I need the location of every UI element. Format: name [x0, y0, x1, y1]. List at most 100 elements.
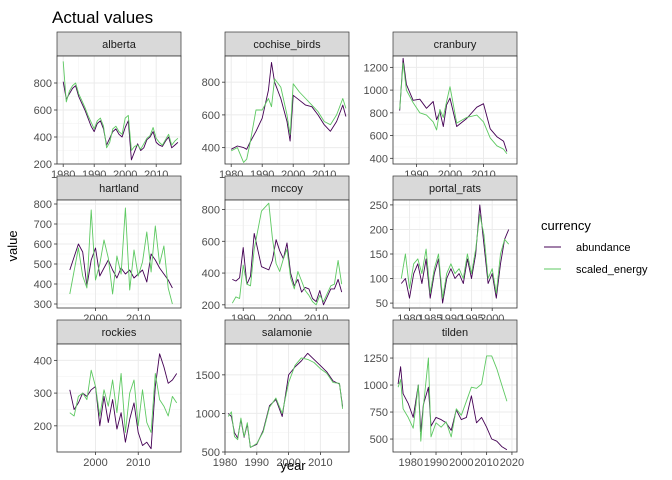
- y-tick-label: 800: [202, 77, 220, 89]
- y-tick-label: 1000: [196, 408, 220, 420]
- series-line-scaled-energy: [62, 61, 179, 151]
- facet-strip-label: salamonie: [262, 327, 312, 339]
- y-tick-label: 100: [370, 274, 388, 286]
- y-tick-label: 600: [202, 110, 220, 122]
- series-line-abundance: [69, 243, 173, 289]
- series-line-scaled-energy: [69, 369, 178, 433]
- legend-label-abundance: abundance: [576, 242, 630, 254]
- series-line-scaled-energy: [69, 207, 173, 305]
- facet-strip-label: hartland: [99, 183, 139, 195]
- y-tick-label: 600: [34, 105, 52, 117]
- panel-border: [56, 343, 182, 453]
- y-tick-label: 600: [202, 236, 220, 248]
- y-tick-label: 400: [370, 153, 388, 165]
- y-tick-label: 600: [34, 239, 52, 251]
- facet-rockies: rockies 2000 2010 200 300 400: [34, 319, 182, 469]
- facet-strip: [56, 175, 182, 201]
- plot-area: [393, 56, 517, 164]
- x-tick-label: 2000: [449, 457, 473, 469]
- facet-salamonie: salamonie 1980 1990 2000 2010 500 1000 1500: [196, 319, 350, 469]
- y-tick-label: 200: [34, 421, 52, 433]
- y-tick-label: 500: [202, 447, 220, 459]
- panel-border: [224, 55, 350, 165]
- series-line-abundance: [230, 62, 347, 150]
- y-tick-label: 1200: [364, 62, 388, 74]
- facet-strip: [224, 175, 350, 201]
- x-tick-label: 1990: [424, 457, 448, 469]
- series-line-abundance: [400, 204, 510, 304]
- y-tick-label: 250: [370, 200, 388, 212]
- legend: currency abundance scaled_energy: [541, 218, 648, 276]
- x-tick-label: 1990: [245, 457, 269, 469]
- series-line-abundance: [62, 81, 179, 161]
- y-tick-label: 300: [34, 388, 52, 400]
- facet-strip: [392, 175, 518, 201]
- y-tick-label: 700: [34, 219, 52, 231]
- y-tick-label: 1000: [364, 85, 388, 97]
- legend-label-scaled-energy: scaled_energy: [576, 264, 648, 276]
- facet-tilden: tilden 1980 1990 2000 2010 2020 500 750 1000 1250: [364, 319, 524, 469]
- x-tick-label: 2000: [276, 457, 300, 469]
- panel-border: [224, 199, 350, 309]
- series-line-scaled-energy: [230, 78, 347, 163]
- y-axis-title: value: [5, 230, 20, 261]
- series-line-scaled-energy: [231, 202, 343, 306]
- y-tick-label: 600: [370, 131, 388, 143]
- x-tick-label: 1980: [398, 457, 422, 469]
- plot-area: [225, 56, 349, 164]
- facet-strip-label: cochise_birds: [253, 39, 321, 51]
- y-tick-label: 500: [34, 259, 52, 271]
- y-tick-label: 1000: [364, 380, 388, 392]
- x-axis-title: year: [280, 458, 306, 473]
- plot-area: [393, 344, 517, 452]
- facet-strip-label: cranbury: [434, 39, 477, 51]
- panel-border: [56, 55, 182, 165]
- panel-border: [56, 199, 182, 309]
- facet-strip-label: portal_rats: [429, 183, 481, 195]
- y-tick-label: 800: [370, 108, 388, 120]
- y-tick-label: 400: [202, 268, 220, 280]
- series-line-abundance: [399, 57, 508, 152]
- y-tick-label: 150: [370, 249, 388, 261]
- y-tick-label: 400: [34, 279, 52, 291]
- y-tick-label: 200: [202, 300, 220, 312]
- panel-border: [392, 343, 518, 453]
- series-line-scaled-energy: [399, 62, 508, 155]
- x-tick-label: 2020: [500, 457, 524, 469]
- x-tick-label: 2000: [83, 457, 107, 469]
- plot-area: [225, 344, 349, 452]
- facet-portal-rats: portal_rats19801985199019952000501001502…: [370, 175, 518, 325]
- plot-area: [225, 200, 349, 308]
- y-tick-label: 750: [370, 407, 388, 419]
- y-tick-label: 500: [370, 434, 388, 446]
- x-tick-label: 1980: [213, 457, 237, 469]
- facet-strip: [392, 31, 518, 57]
- x-tick-label: 2010: [126, 457, 150, 469]
- y-tick-label: 400: [34, 132, 52, 144]
- y-tick-label: 400: [202, 143, 220, 155]
- facet-strip-label: rockies: [102, 327, 137, 339]
- series-line-scaled-energy: [400, 214, 510, 299]
- y-tick-label: 50: [376, 298, 388, 310]
- y-tick-label: 400: [34, 355, 52, 367]
- x-tick-label: 2010: [308, 457, 332, 469]
- y-tick-label: 1500: [196, 370, 220, 382]
- y-tick-label: 800: [202, 205, 220, 217]
- panel-border: [224, 343, 350, 453]
- facet-strip: [224, 31, 350, 57]
- facet-strip: [56, 319, 182, 345]
- facet-strip-label: alberta: [102, 39, 137, 51]
- y-tick-label: 300: [34, 299, 52, 311]
- facet-strip-label: tilden: [442, 327, 468, 339]
- panel-border: [392, 55, 518, 165]
- legend-entries: abundance scaled_energy: [544, 242, 648, 276]
- y-tick-label: 1250: [364, 353, 388, 365]
- y-tick-label: 800: [34, 199, 52, 211]
- y-tick-label: 800: [34, 78, 52, 90]
